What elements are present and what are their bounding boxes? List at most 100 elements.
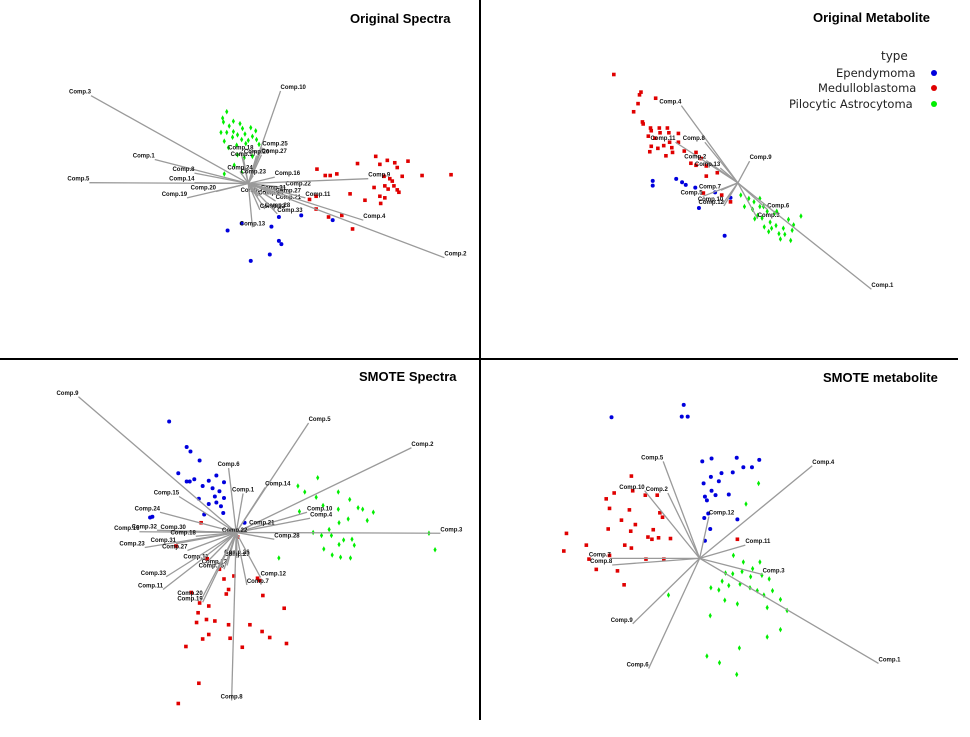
- point-medulloblastoma-22: [644, 557, 648, 561]
- point-pilocytic-astrocytoma-15: [319, 532, 324, 539]
- point-medulloblastoma-29: [704, 164, 709, 168]
- point-medulloblastoma-17: [649, 144, 654, 149]
- loading-vector-comp-17-9: [242, 157, 249, 184]
- point-medulloblastoma-1: [604, 497, 609, 501]
- loading-label-comp-12-9: Comp.12: [699, 200, 725, 206]
- loading-label-comp-9-5: Comp.9: [750, 155, 773, 161]
- loading-vector-comp-28-22: [247, 183, 266, 210]
- point-pilocytic-astrocytoma-29: [717, 659, 722, 666]
- point-ependymoma-8: [330, 218, 335, 223]
- point-medulloblastoma-31: [587, 557, 591, 561]
- point-ependymoma-8: [206, 478, 211, 483]
- loading-label-comp-30-16: Comp.30: [161, 525, 187, 531]
- loading-label-comp-3-0: Comp.3: [69, 90, 92, 96]
- loading-label-comp-14-5: Comp.14: [169, 177, 195, 183]
- point-ependymoma-14: [701, 481, 706, 486]
- point-medulloblastoma-28: [326, 215, 331, 219]
- loading-label-comp-24-13: Comp.24: [227, 166, 253, 172]
- point-medulloblastoma-30: [240, 645, 245, 650]
- point-medulloblastoma-9: [649, 128, 654, 133]
- point-medulloblastoma-18: [200, 637, 205, 641]
- point-medulloblastoma-23: [378, 201, 383, 206]
- point-medulloblastoma-12: [676, 131, 681, 136]
- point-medulloblastoma-22: [664, 153, 668, 158]
- point-ependymoma-3: [197, 458, 202, 463]
- point-medulloblastoma-15: [392, 184, 396, 188]
- point-medulloblastoma-3: [205, 556, 210, 561]
- loading-vector-comp-1-4: [235, 493, 244, 533]
- point-pilocytic-astrocytoma-2: [303, 489, 307, 495]
- point-ependymoma-19: [706, 511, 711, 516]
- point-ependymoma-22: [221, 511, 226, 515]
- point-medulloblastoma-32: [637, 93, 642, 97]
- loading-label-comp-15-6: Comp.15: [154, 491, 180, 497]
- point-medulloblastoma-6: [607, 506, 612, 511]
- point-pilocytic-astrocytoma-19: [723, 597, 727, 604]
- loading-vector-comp-28-13: [236, 531, 275, 540]
- point-medulloblastoma-18: [395, 188, 400, 192]
- point-medulloblastoma-26: [307, 197, 312, 202]
- point-pilocytic-astrocytoma-15: [767, 228, 771, 235]
- loading-label-comp-29-25: Comp.29: [224, 552, 250, 558]
- point-ependymoma-7: [192, 477, 197, 482]
- loading-label-comp-9-0: Comp.9: [56, 391, 79, 397]
- loading-vector-comp-4-0: [680, 105, 739, 184]
- point-pilocytic-astrocytoma-24: [717, 587, 721, 593]
- point-medulloblastoma-1: [323, 173, 328, 178]
- loading-label-comp-12-3: Comp.12: [709, 510, 735, 516]
- point-medulloblastoma-23: [662, 557, 666, 561]
- point-pilocytic-astrocytoma-19: [778, 236, 783, 242]
- point-pilocytic-astrocytoma-8: [756, 212, 760, 219]
- loading-vector-comp-3-8: [699, 557, 763, 576]
- loading-label-comp-3-11: Comp.3: [758, 213, 781, 219]
- point-pilocytic-astrocytoma-27: [232, 162, 236, 168]
- point-pilocytic-astrocytoma-26: [770, 225, 774, 232]
- loading-label-comp-5-1: Comp.5: [309, 417, 332, 423]
- loading-label-comp-4-5: Comp.4: [812, 460, 835, 466]
- point-medulloblastoma-28: [176, 701, 181, 706]
- point-pilocytic-astrocytoma-15: [243, 131, 247, 137]
- loading-label-comp-22-16: Comp.22: [286, 181, 312, 187]
- point-pilocytic-astrocytoma-7: [249, 124, 253, 131]
- point-medulloblastoma-19: [670, 145, 674, 150]
- loading-vector-comp-8-7: [612, 557, 700, 566]
- point-medulloblastoma-24: [584, 543, 589, 547]
- point-pilocytic-astrocytoma-23: [348, 555, 353, 561]
- point-medulloblastoma-25: [284, 641, 289, 646]
- point-ependymoma-0: [225, 228, 230, 233]
- point-pilocytic-astrocytoma-12: [727, 582, 731, 589]
- loading-label-comp-13-4: Comp.13: [695, 162, 721, 168]
- loading-label-comp-7-6: Comp.7: [699, 184, 722, 190]
- point-medulloblastoma-16: [372, 185, 376, 190]
- panel-original-spectra: Comp.3 Comp.10 Comp.1 Comp.5 Comp.8 Comp.14 Co…: [67, 85, 467, 263]
- point-pilocytic-astrocytoma-12: [225, 129, 229, 136]
- point-ependymoma-9: [269, 224, 274, 229]
- point-pilocytic-astrocytoma-20: [789, 237, 793, 244]
- loading-label-comp-28-22: Comp.28: [265, 203, 291, 209]
- point-medulloblastoma-4: [643, 493, 648, 497]
- point-ependymoma-24: [212, 494, 217, 499]
- point-pilocytic-astrocytoma-2: [752, 199, 756, 205]
- point-medulloblastoma-0: [612, 72, 616, 77]
- point-medulloblastoma-9: [660, 515, 665, 520]
- point-ependymoma-0: [167, 419, 172, 424]
- point-medulloblastoma-17: [656, 535, 661, 540]
- point-pilocytic-astrocytoma-23: [753, 215, 757, 222]
- point-medulloblastoma-24: [348, 192, 352, 196]
- point-ependymoma-3: [609, 415, 614, 420]
- loading-label-comp-9-27: Comp.9: [368, 173, 391, 179]
- point-ependymoma-11: [708, 474, 713, 479]
- point-pilocytic-astrocytoma-20: [322, 546, 326, 552]
- point-pilocytic-astrocytoma-0: [739, 192, 743, 198]
- point-medulloblastoma-10: [400, 174, 405, 179]
- point-medulloblastoma-10: [619, 518, 624, 522]
- point-pilocytic-astrocytoma-24: [235, 151, 240, 158]
- point-medulloblastoma-26: [224, 592, 229, 596]
- point-medulloblastoma-21: [607, 553, 612, 558]
- point-ependymoma-18: [214, 500, 219, 505]
- point-ependymoma-0: [681, 402, 686, 407]
- point-medulloblastoma-18: [661, 143, 666, 148]
- point-pilocytic-astrocytoma-18: [342, 537, 346, 543]
- loading-label-comp-5-7: Comp.5: [681, 190, 704, 196]
